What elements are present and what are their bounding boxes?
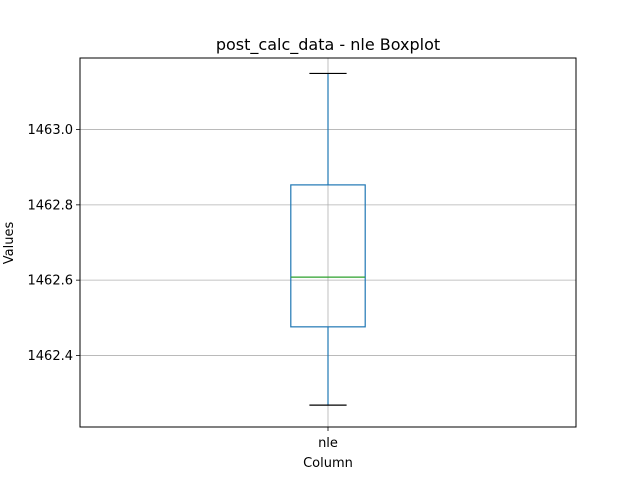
x-axis-title: Column	[303, 456, 353, 471]
x-axis-ticks: nle	[318, 427, 338, 451]
box-layer	[290, 72, 366, 406]
y-axis-ticks: 1462.4 1462.6 1462.8 1463.0	[28, 123, 80, 364]
x-tick-label: nle	[318, 436, 338, 451]
box-iqr	[290, 184, 366, 328]
chart-title: post_calc_data - nle Boxplot	[216, 35, 440, 55]
y-tick-label: 1463.0	[28, 123, 74, 138]
y-tick-label: 1462.6	[28, 274, 74, 289]
y-tick-label: 1462.4	[28, 349, 74, 364]
y-axis-title: Values	[2, 222, 17, 265]
y-tick-label: 1462.8	[28, 198, 74, 213]
